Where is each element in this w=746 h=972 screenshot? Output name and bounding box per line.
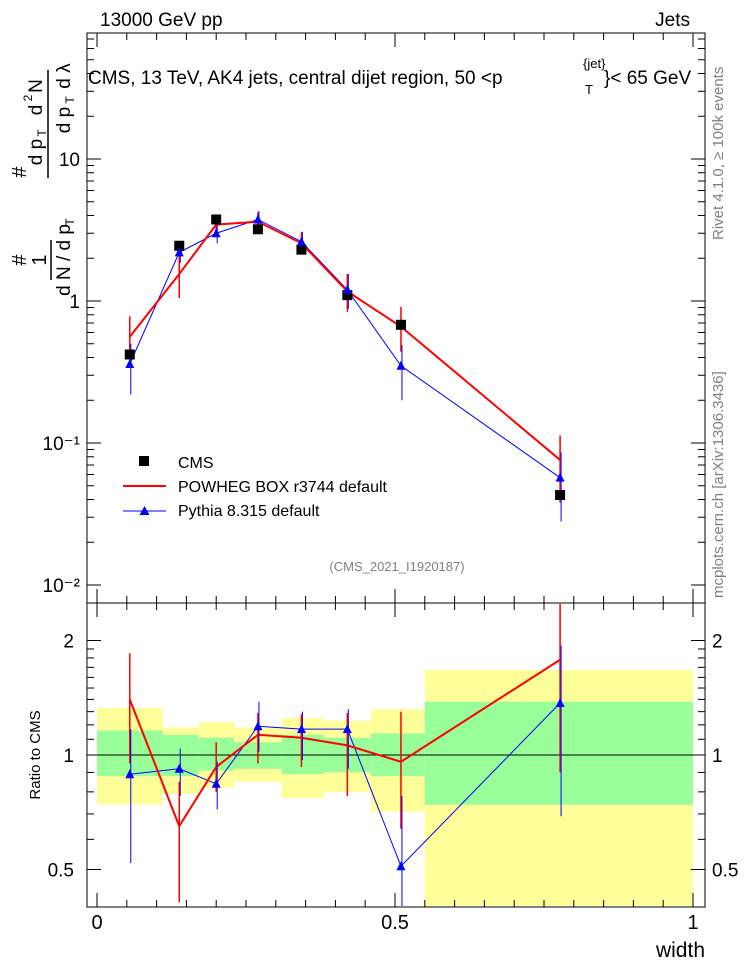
svg-text:d p: d p [26, 139, 47, 165]
svg-text:d: d [26, 105, 47, 116]
svg-text:T: T [63, 218, 77, 226]
pythia-ratio-point [555, 697, 565, 707]
pythia-ratio-line [129, 702, 561, 868]
cms-data-point [252, 224, 263, 235]
cms-data-point [124, 349, 135, 360]
pythia-ratio-point [253, 721, 263, 731]
legend-powheg-label: POWHEG BOX r3744 default [178, 479, 388, 496]
cms-data-point [342, 290, 353, 301]
svg-text:T: T [63, 96, 77, 104]
ratio-y-axis-label: Ratio to CMS [27, 710, 44, 799]
legend-pythia-label: Pythia 8.315 default [178, 503, 320, 520]
plot-title-end: }< 65 GeV [604, 68, 691, 89]
pythia-ratio-point [211, 778, 221, 788]
tick-labels: 0 0.5 1 10⁻² 10⁻¹ 1 10 0.5 0.5 1 1 2 2 [43, 150, 739, 934]
pythia-data-point [125, 359, 135, 369]
pythia-data-point [296, 236, 306, 246]
y-tick-label: 10 [59, 150, 80, 171]
cms-data-point [211, 214, 222, 225]
x-axis-label: width [655, 939, 705, 962]
analysis-watermark: (CMS_2021_I1920187) [329, 559, 464, 574]
svg-text:N: N [26, 79, 47, 93]
legend-cms-label: CMS [178, 455, 214, 472]
ratio-y-tick-label-right: 1 [712, 746, 723, 767]
powheg-series-line [128, 220, 561, 461]
cms-data-point [296, 244, 307, 255]
svg-text:2: 2 [21, 94, 35, 101]
pythia-data-point [211, 228, 221, 238]
band-inner-7 [424, 701, 693, 805]
legend-pythia-marker [139, 506, 150, 515]
cms-data-point [395, 319, 406, 330]
header-energy-label: 13000 GeV pp [100, 10, 223, 31]
main-y-axis-label: # 1 d N / d p T # d p T d 2 N d p T d λ [9, 63, 77, 296]
legend-cms-marker [139, 456, 149, 466]
x-tick-label: 0 [91, 912, 102, 934]
cms-data-point [174, 240, 185, 251]
ratio-y-tick-label: 2 [63, 632, 74, 653]
axis-ticks [87, 33, 705, 907]
header-jets-label: Jets [655, 10, 690, 31]
pythia-data-point [174, 247, 184, 257]
x-tick-label: 0.5 [381, 912, 409, 934]
powheg-ratio-line [128, 658, 561, 829]
pythia-data-point [396, 360, 406, 370]
legend: CMS POWHEG BOX r3744 default Pythia 8.31… [123, 455, 388, 520]
ratio-y-tick-label-right: 0.5 [712, 861, 738, 882]
main-plot-marks [124, 211, 566, 522]
pythia-ratio-point [342, 724, 352, 734]
pythia-series-line [129, 218, 561, 479]
plot-title-superscript: {jet} [583, 56, 606, 71]
ratio-plot-marks [125, 604, 565, 906]
y-tick-label: 10⁻¹ [43, 434, 81, 455]
svg-text:1: 1 [29, 254, 51, 265]
svg-text:T: T [35, 129, 49, 137]
svg-text:d N / d p: d N / d p [54, 224, 75, 296]
ratio-bands [97, 670, 693, 906]
cms-data-point [555, 490, 566, 501]
ratio-y-tick-label: 0.5 [48, 861, 74, 882]
pythia-ratio-point [296, 724, 306, 734]
svg-text:d p: d p [54, 107, 75, 133]
pythia-ratio-point [125, 769, 135, 779]
pythia-data-point [555, 472, 565, 482]
y-tick-label: 10⁻² [43, 576, 81, 597]
pythia-ratio-point [174, 763, 184, 773]
ratio-y-tick-label: 1 [63, 746, 74, 767]
pythia-ratio-point [396, 861, 406, 871]
svg-text:#: # [9, 166, 31, 178]
ratio-y-tick-label-right: 2 [712, 632, 723, 653]
pythia-data-point [253, 214, 263, 224]
pythia-data-point [342, 284, 352, 294]
svg-text:d λ: d λ [54, 63, 75, 89]
y-tick-label: 1 [69, 292, 80, 313]
plot-title: CMS, 13 TeV, AK4 jets, central dijet reg… [88, 68, 503, 89]
rivet-label: Rivet 4.1.0, ≥ 100k events [710, 67, 727, 240]
svg-text:#: # [9, 254, 31, 266]
plot-title-subscript: T [585, 82, 593, 97]
mcplots-label: mcplots.cern.ch [arXiv:1306.3436] [710, 371, 727, 598]
x-tick-label: 1 [687, 912, 698, 934]
